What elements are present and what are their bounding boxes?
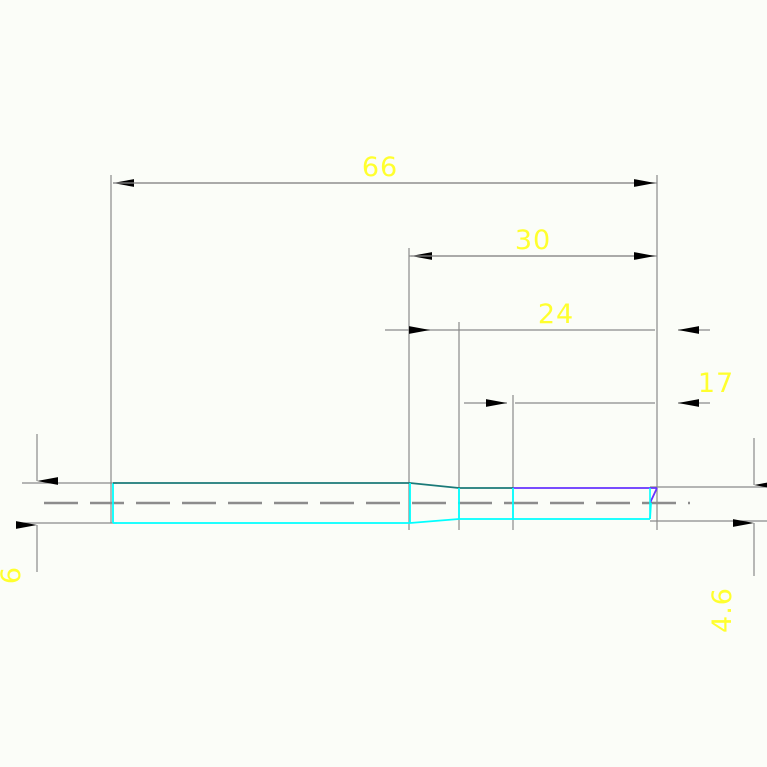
dimension-step-17[interactable]: 17 bbox=[464, 368, 734, 407]
dimension-label-30: 30 bbox=[515, 225, 551, 256]
dimension-step-30[interactable]: 30 bbox=[409, 225, 657, 260]
dimension-label-6: 6 bbox=[0, 566, 27, 584]
part-right-chamfer-upper bbox=[649, 487, 658, 504]
part-top-profile bbox=[113, 482, 513, 489]
dimension-label-66: 66 bbox=[362, 152, 398, 183]
dimension-step-24[interactable]: 24 bbox=[385, 299, 710, 334]
dimension-label-17: 17 bbox=[698, 368, 734, 399]
dimension-overall-length[interactable]: 66 bbox=[113, 152, 657, 187]
dimension-diameter-4-6[interactable]: 4.6 bbox=[707, 438, 767, 633]
dimension-label-4-6: 4.6 bbox=[707, 587, 738, 633]
part-bottom-profile bbox=[113, 518, 650, 524]
dimension-label-24: 24 bbox=[538, 299, 574, 330]
dimension-diameter-6[interactable]: 6 bbox=[0, 434, 58, 584]
extension-lines bbox=[22, 175, 767, 530]
